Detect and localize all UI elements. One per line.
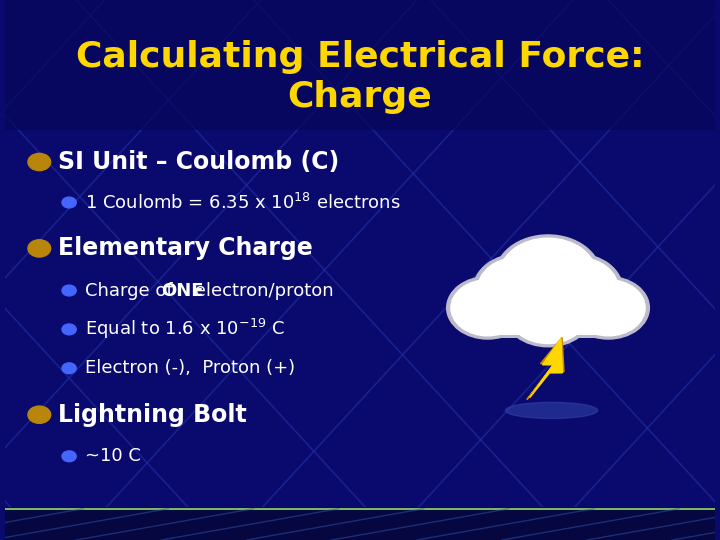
- Text: electron/proton: electron/proton: [189, 281, 333, 300]
- Text: Lightning Bolt: Lightning Bolt: [58, 403, 247, 427]
- Circle shape: [495, 235, 600, 315]
- Text: SI Unit – Coulomb (C): SI Unit – Coulomb (C): [58, 150, 340, 174]
- FancyBboxPatch shape: [5, 507, 715, 540]
- Text: Calculating Electrical Force:: Calculating Electrical Force:: [76, 40, 644, 73]
- Circle shape: [62, 451, 76, 462]
- Circle shape: [62, 324, 76, 335]
- FancyBboxPatch shape: [487, 302, 608, 335]
- Text: Equal to 1.6 x 10$^{-19}$ C: Equal to 1.6 x 10$^{-19}$ C: [85, 318, 284, 341]
- Circle shape: [508, 283, 588, 343]
- Polygon shape: [527, 338, 564, 400]
- Circle shape: [474, 254, 566, 324]
- FancyBboxPatch shape: [5, 0, 715, 130]
- Circle shape: [28, 153, 50, 171]
- Circle shape: [62, 197, 76, 208]
- Circle shape: [500, 238, 597, 312]
- Circle shape: [28, 406, 50, 423]
- Circle shape: [478, 257, 562, 321]
- FancyBboxPatch shape: [483, 303, 613, 338]
- Ellipse shape: [505, 402, 598, 418]
- Circle shape: [446, 276, 528, 339]
- Circle shape: [534, 257, 618, 321]
- Text: 1 Coulomb = 6.35 x 10$^{18}$ electrons: 1 Coulomb = 6.35 x 10$^{18}$ electrons: [85, 192, 400, 213]
- Circle shape: [28, 240, 50, 257]
- Circle shape: [62, 363, 76, 374]
- Text: ONE: ONE: [161, 281, 204, 300]
- Circle shape: [451, 280, 524, 336]
- Text: Elementary Charge: Elementary Charge: [58, 237, 313, 260]
- Circle shape: [504, 280, 592, 347]
- Text: Charge: Charge: [287, 80, 433, 114]
- Polygon shape: [530, 339, 562, 398]
- Circle shape: [530, 254, 623, 324]
- FancyBboxPatch shape: [5, 0, 715, 540]
- Circle shape: [572, 280, 645, 336]
- Text: Charge of: Charge of: [85, 281, 178, 300]
- Circle shape: [62, 285, 76, 296]
- Text: Electron (-),  Proton (+): Electron (-), Proton (+): [85, 359, 294, 377]
- Text: ~10 C: ~10 C: [85, 447, 140, 465]
- Circle shape: [567, 276, 649, 339]
